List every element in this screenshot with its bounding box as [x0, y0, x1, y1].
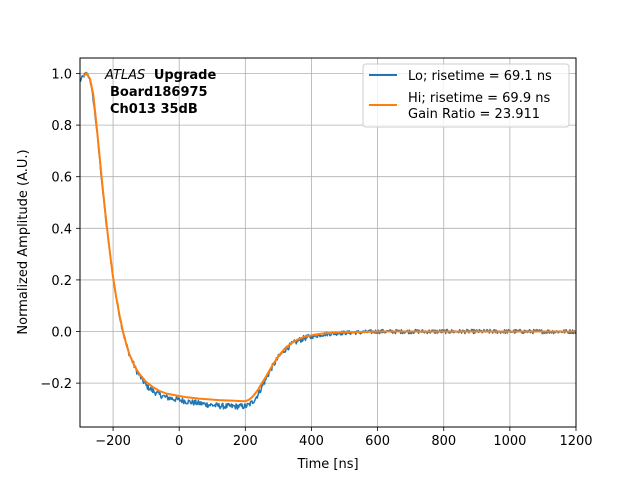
- legend-label-hi-line1: Hi; risetime = 69.9 ns: [408, 91, 550, 106]
- x-tick-label: 400: [299, 434, 324, 449]
- annotation-upgrade: Upgrade: [154, 68, 217, 83]
- x-tick-label: 200: [233, 434, 258, 449]
- y-tick-label: 0.0: [51, 326, 72, 341]
- plot-area: [79, 71, 577, 410]
- y-tick-label: −0.2: [40, 377, 72, 392]
- annotation-board: Board186975: [110, 85, 208, 100]
- x-axis: −200 0 200 400 600 800 1000 1200: [95, 427, 593, 449]
- annotation: ATLAS Upgrade Board186975 Ch013 35dB: [104, 68, 216, 117]
- x-tick-label: 1200: [559, 434, 592, 449]
- series-hi-line: [82, 72, 576, 403]
- legend-label-lo: Lo; risetime = 69.1 ns: [408, 69, 552, 84]
- annotation-line1: ATLAS Upgrade: [104, 68, 216, 83]
- x-tick-label: 0: [175, 434, 183, 449]
- x-tick-label: 1000: [493, 434, 526, 449]
- legend-label-hi: Hi; risetime = 69.9 ns Gain Ratio = 23.9…: [408, 91, 554, 122]
- legend: Lo; risetime = 69.1 ns Hi; risetime = 69…: [362, 63, 570, 128]
- legend-label-hi-line2: Gain Ratio = 23.911: [408, 107, 540, 122]
- y-tick-label: 0.6: [51, 171, 72, 186]
- y-tick-label: 0.2: [51, 274, 72, 289]
- annotation-channel: Ch013 35dB: [110, 102, 198, 117]
- y-tick-label: 0.8: [51, 119, 72, 134]
- axes-frame: [79, 57, 577, 428]
- y-axis: −0.2 0.0 0.2 0.4 0.6 0.8 1.0: [40, 67, 80, 392]
- x-axis-label: Time [ns]: [296, 457, 358, 472]
- annotation-atlas: ATLAS: [104, 68, 145, 83]
- y-axis-label: Normalized Amplitude (A.U.): [16, 149, 31, 334]
- legend-box: [362, 63, 570, 128]
- x-tick-label: 600: [365, 434, 390, 449]
- y-tick-label: 0.4: [51, 222, 72, 237]
- y-tick-label: 1.0: [51, 67, 72, 82]
- x-tick-label: −200: [95, 434, 131, 449]
- x-tick-label: 800: [431, 434, 456, 449]
